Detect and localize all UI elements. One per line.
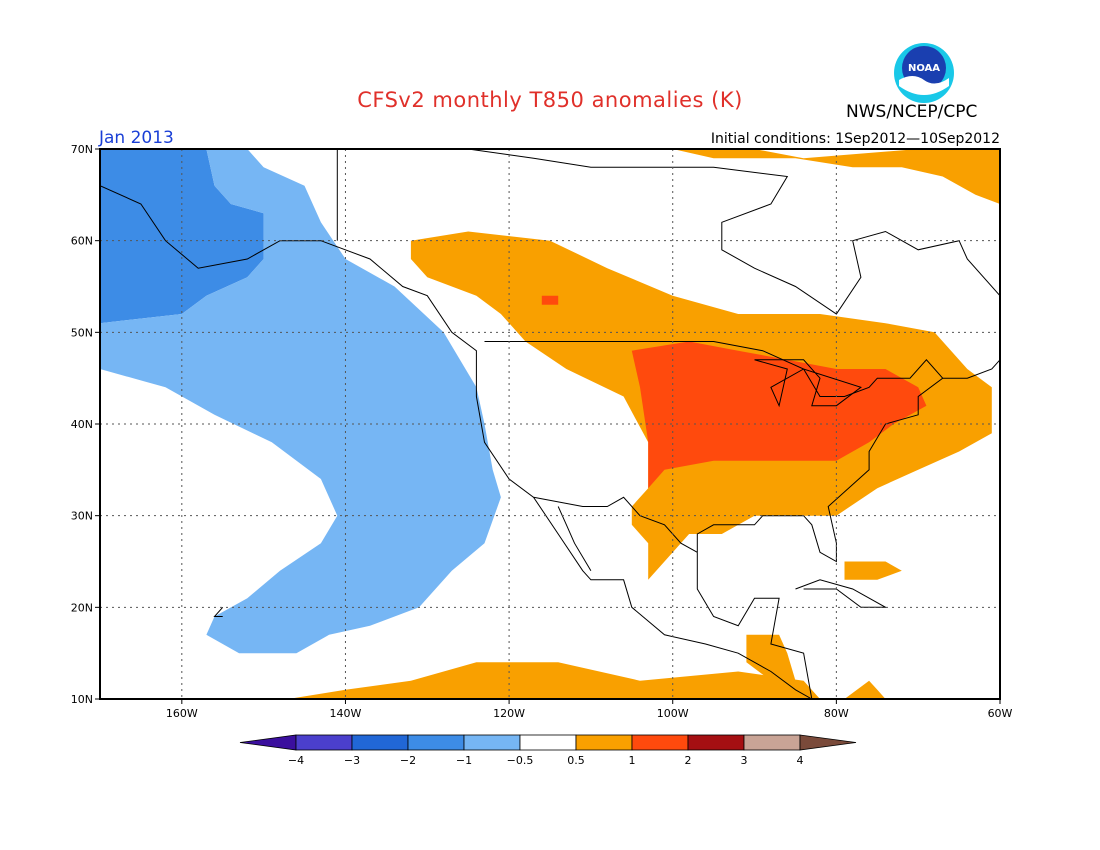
colorbar-bin	[351, 734, 409, 751]
colorbar-bin	[575, 734, 633, 751]
axis-ticks: 160W 140W 120W 100W 80W 60W 10N 20N 30N 40N 50N 60N…	[71, 143, 1013, 720]
region-alaska-strong-cold	[100, 149, 264, 324]
coastline-segment	[533, 496, 698, 553]
colorbar-bin	[407, 734, 465, 751]
lat-tick-label: 30N	[71, 510, 93, 523]
coastline-segment	[213, 606, 224, 617]
map-title: CFSv2 monthly T850 anomalies (K)	[357, 88, 743, 112]
colorbar-bin	[631, 734, 689, 751]
coastline-segment	[795, 579, 888, 608]
colorbar-label: 4	[797, 754, 804, 767]
lon-tick-label: 140W	[330, 707, 362, 720]
noaa-logo-text: NOAA	[908, 63, 940, 74]
region-arctic-warm	[672, 149, 1000, 204]
colorbar-bin	[519, 734, 577, 751]
noaa-logo: NOAA	[894, 43, 954, 103]
lat-tick-label: 20N	[71, 601, 93, 614]
coastline-segment	[696, 552, 813, 699]
lon-tick-label: 120W	[493, 707, 525, 720]
colorbar-label: 1	[629, 754, 636, 767]
coastline-segment	[484, 341, 944, 397]
anomaly-shading	[100, 149, 1000, 699]
lat-tick-label: 50N	[71, 326, 93, 339]
lat-tick-label: 10N	[71, 693, 93, 706]
agency-label: NWS/NCEP/CPC	[846, 102, 978, 122]
region-central-america-warm	[746, 634, 796, 681]
colorbar-label: −1	[456, 754, 472, 767]
colorbar-bin	[687, 734, 745, 751]
lon-tick-label: 60W	[988, 707, 1013, 720]
colorbar-bin-max	[799, 734, 857, 751]
colorbar-label: −2	[400, 754, 416, 767]
region-pacific-cold-band	[100, 149, 501, 654]
region-tropical-pacific-warm	[288, 662, 820, 699]
lon-tick-label: 80W	[824, 707, 849, 720]
forecast-month: Jan 2013	[99, 128, 174, 148]
lat-lon-grid	[100, 149, 1000, 699]
colorbar-bin	[743, 734, 801, 751]
initial-conditions: Initial conditions: 1Sep2012—10Sep2012	[710, 131, 1000, 147]
lat-tick-label: 60N	[71, 235, 93, 248]
region-tropical-atlantic-warm	[844, 680, 886, 699]
region-caribbean-warm	[844, 561, 902, 580]
colorbar-label: 2	[685, 754, 692, 767]
coastline-segment	[345, 149, 1000, 563]
coastline-segment	[100, 185, 813, 699]
colorbar-label: 0.5	[567, 754, 585, 767]
lat-tick-label: 40N	[71, 418, 93, 431]
region-alberta-strong-warm	[541, 295, 559, 305]
colorbar-bin	[463, 734, 521, 751]
lon-tick-label: 160W	[166, 707, 198, 720]
colorbar: −4 −3 −2 −1 −0.5 0.5 1 2 3 4	[239, 734, 857, 767]
colorbar-label: −0.5	[507, 754, 534, 767]
lat-tick-label: 70N	[71, 143, 93, 156]
colorbar-bin	[295, 734, 353, 751]
coastline-segment	[754, 359, 862, 408]
lon-tick-label: 100W	[657, 707, 689, 720]
colorbar-bin-min	[239, 734, 297, 751]
region-midwest-strong-warm	[631, 341, 927, 489]
colorbar-label: −3	[344, 754, 360, 767]
colorbar-label: 3	[741, 754, 748, 767]
colorbar-label: −4	[288, 754, 304, 767]
